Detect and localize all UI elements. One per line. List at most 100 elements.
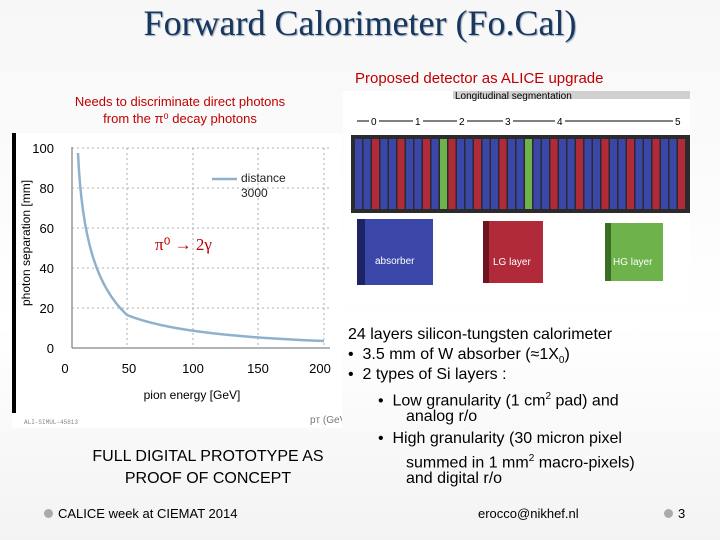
high-granularity-text: High granularity (30 micron pixel [392,430,622,447]
legend-value: 3000 [241,186,268,200]
layer-stripe [380,139,388,209]
figure-id: ALI-SIMUL-45813 [24,419,78,426]
low-granularity-text: Low granularity (1 cm [392,392,546,410]
layer-stripe [559,139,566,209]
layer-stripe [644,139,651,209]
separation-plot: 0 20 40 60 80 100 0 50 100 150 200 photo… [12,133,350,433]
x-tick-100: 100 [182,361,204,376]
layer-stripe [593,139,600,209]
layer-stripe [678,139,685,209]
high-granularity-sup: 2 [528,453,535,464]
bullet-si-layers-text: 2 types of Si layers : [362,366,507,383]
footer-bullet-icon [44,509,53,518]
segment-5: 5 [675,117,681,128]
x-tick-50: 50 [122,361,136,376]
y-tick-60: 60 [40,221,54,236]
footer-page: 3 [664,506,685,521]
layer-stripe [618,139,626,209]
layer-stripe [482,139,490,209]
layer-stripe [601,139,609,209]
sub-bullet-high-granularity: • High granularity (30 micron pixel [378,429,622,449]
layer-stripe [508,139,515,209]
lg-layer-swatch-edge [483,221,489,283]
description-line-1: 24 layers silicon-tungsten calorimeter [348,326,613,343]
segment-2: 2 [459,117,465,128]
layer-stripe [550,139,558,209]
layer-stripe [661,139,668,209]
needs-line-1: Needs to discriminate direct photons [74,94,286,109]
high-granularity-line-2-text: summed in 1 mm [406,454,529,472]
layer-stripe [567,139,575,209]
detector-svg: Longitudinal segmentation 0 1 2 3 4 5 [343,91,690,303]
prototype-line-1: FULL DIGITAL PROTOTYPE AS [92,448,324,465]
prototype-line-2: PROOF OF CONCEPT [124,470,292,487]
x-axis-label: pion energy [GeV] [144,388,241,402]
layer-stripe [576,139,583,209]
footer-event: CALICE week at CIEMAT 2014 [58,506,238,521]
layer-stripe [635,139,643,209]
layer-stripe [533,139,541,209]
proposed-caption: Proposed detector as ALICE upgrade [355,70,604,87]
layer-stripes [355,139,685,209]
detector-header-bar [453,91,690,99]
segment-4: 4 [557,117,563,128]
plot-left-edge [12,133,16,413]
prototype-caption: FULL DIGITAL PROTOTYPE AS PROOF OF CONCE… [78,446,338,490]
high-granularity-line-3: and digital r/o [406,470,503,487]
pi0-decay-annotation: π⁰ → 2γ [155,235,212,254]
y-tick-80: 80 [40,181,54,196]
high-granularity-line-2-end: macro-pixels) [534,454,635,472]
absorber-swatch-edge [357,219,365,285]
absorber-swatch [357,219,433,285]
absorber-label: absorber [375,256,415,267]
high-granularity-line-2: summed in 1 mm2 macro-pixels) [406,449,635,473]
layer-stripe [474,139,481,209]
layer-stripe [525,139,532,209]
needs-line-2: from the π⁰ decay photons [103,111,257,126]
low-granularity-sup: 2 [545,391,552,402]
bullet-absorber: • 3.5 mm of W absorber (≈1X0) [348,345,570,371]
y-tick-40: 40 [40,261,54,276]
hg-layer-label: HG layer [613,257,653,268]
layer-stripe [499,139,507,209]
layer-stripe [397,139,405,209]
x-tick-0: 0 [61,361,68,376]
layer-stripe [414,139,422,209]
layer-stripe [457,139,464,209]
slide-title: Forward Calorimeter (Fo.Cal) [143,3,577,43]
separation-curve [76,152,325,343]
layer-stripe [423,139,430,209]
bullet-dot: • [378,392,384,410]
detector-figure: Longitudinal segmentation 0 1 2 3 4 5 [343,91,690,308]
segment-1: 1 [415,117,421,128]
x-tick-150: 150 [247,361,269,376]
layer-stripe [627,139,634,209]
layer-stripe [355,139,362,209]
bullet-absorber-sub: 0 [558,355,565,367]
layer-stripe [610,139,617,209]
layer-stripe [389,139,396,209]
clipped-axis-label: pᴛ (GeV) [310,415,342,426]
layer-stripe [448,139,456,209]
y-tick-100: 100 [32,141,54,156]
segment-0: 0 [371,117,377,128]
layer-stripe [363,139,371,209]
bullet-dot: • [378,430,384,447]
page-bullet-icon [664,509,673,518]
bullet-absorber-end: ) [564,346,570,363]
layer-stripe [542,139,549,209]
needs-caption: Needs to discriminate direct photons fro… [40,93,320,127]
lg-layer-label: LG layer [493,257,531,268]
footer-left: CALICE week at CIEMAT 2014 [44,506,237,521]
bullet-si-layers: • 2 types of Si layers : [348,365,507,385]
bullet-dot: • [348,346,354,363]
layer-stripe [652,139,660,209]
y-tick-0: 0 [47,341,54,356]
page-number: 3 [678,506,686,521]
layer-stripe [440,139,447,209]
layer-stripe [491,139,498,209]
segment-3: 3 [505,117,511,128]
low-granularity-line-2: analog r/o [406,408,478,425]
layer-stripe [584,139,592,209]
legend-label: distance [241,171,286,185]
